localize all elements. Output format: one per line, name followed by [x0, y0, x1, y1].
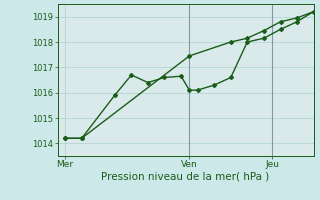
X-axis label: Pression niveau de la mer( hPa ): Pression niveau de la mer( hPa ) [101, 172, 270, 182]
